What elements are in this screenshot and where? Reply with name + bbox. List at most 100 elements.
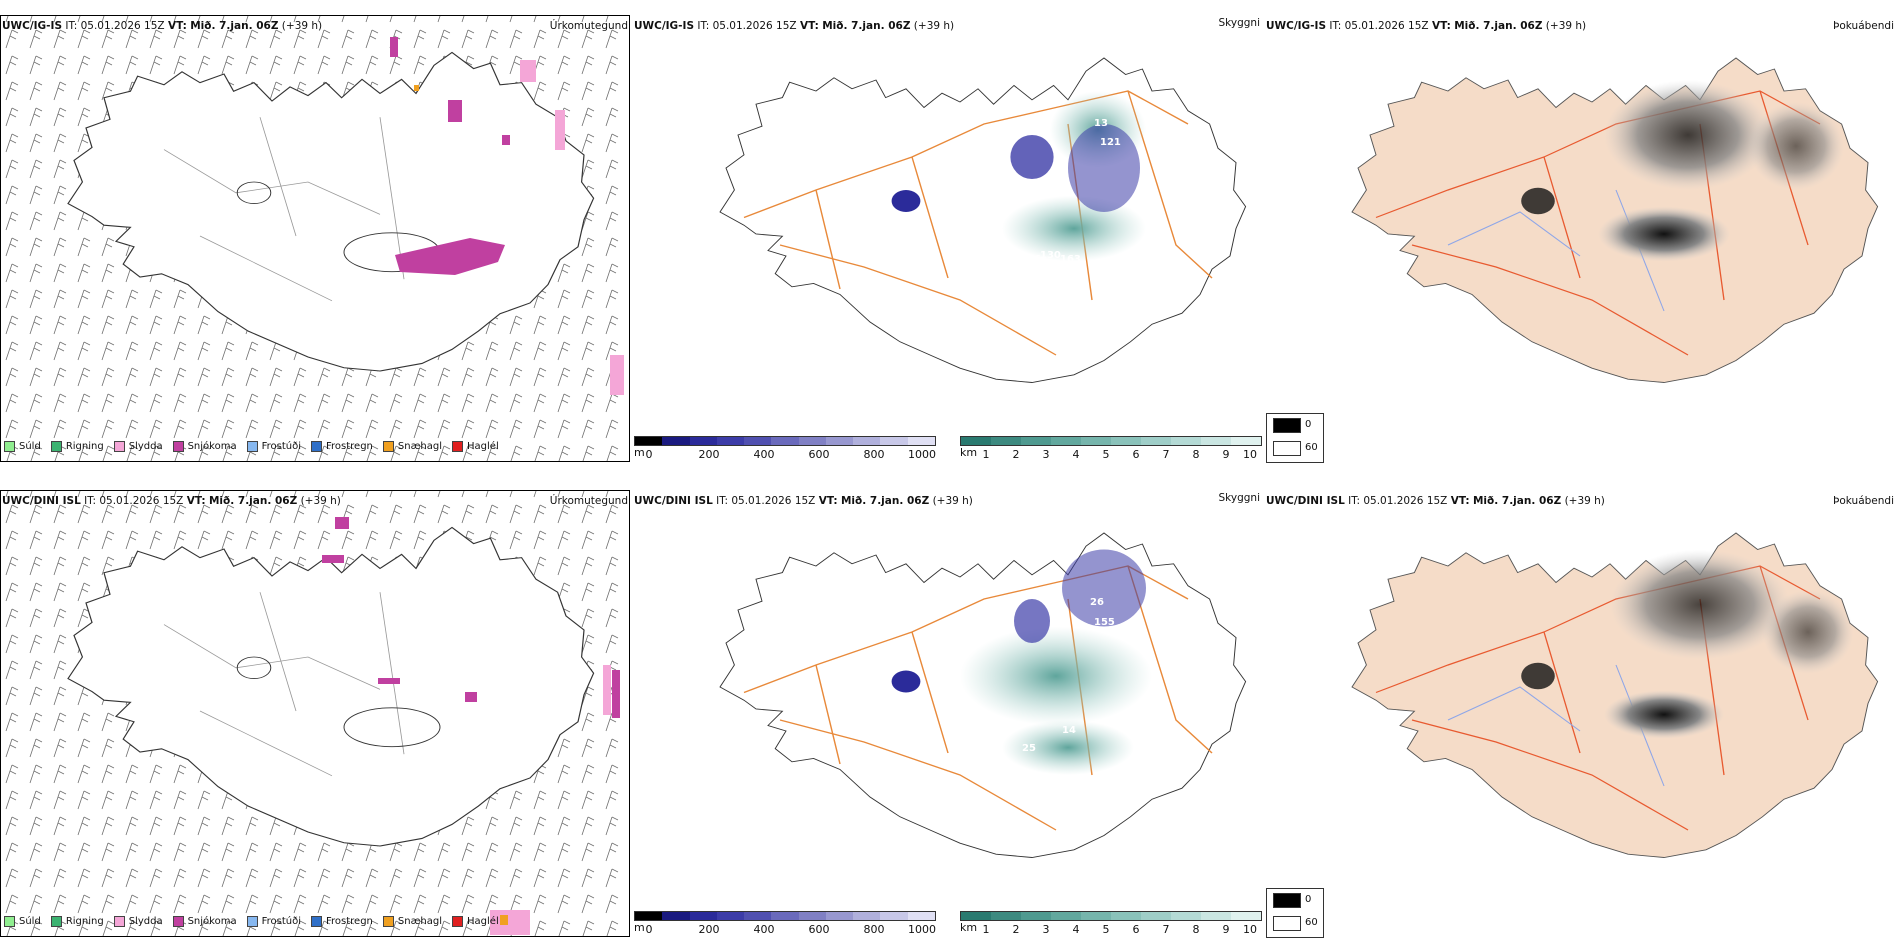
fog-area	[1598, 206, 1730, 262]
legend-label: Haglél	[467, 916, 499, 927]
ceiling-colorbar: 0 200 400 600 800 1000 m	[634, 911, 936, 941]
init-time: IT: 05.01.2026 15Z	[1348, 495, 1448, 507]
visibility-panel: 87 156 130 163 13 121 102 16 36 41 UWC/I…	[632, 0, 1264, 475]
glacier-outline	[236, 656, 272, 680]
visibility-area	[1002, 720, 1134, 775]
legend-swatch	[311, 441, 322, 452]
legend-item: Frostregn	[311, 441, 373, 452]
tick-label: 7	[1162, 448, 1170, 461]
fog-legend: 0 60	[1266, 413, 1324, 463]
fog-area	[1610, 549, 1790, 660]
legend-swatch	[172, 916, 184, 927]
graupel-area	[414, 85, 419, 91]
legend-label: Frostúði	[261, 441, 301, 452]
precip-type-map	[1, 16, 629, 461]
legend-label: Rigning	[65, 916, 104, 927]
panel-header: UWC/IG-IS IT: 05.01.2026 15Z VT: Mið. 7.…	[634, 20, 954, 32]
sleet-areas	[490, 665, 611, 935]
tick-label: 9	[1222, 448, 1230, 461]
valid-label: VT:	[167, 20, 187, 32]
legend-swatch	[172, 441, 184, 452]
fog-legend-label: 60	[1305, 917, 1318, 928]
land-fill	[1351, 532, 1879, 859]
panel-header: UWC/IG-IS IT: 05.01.2026 15Z VT: Mið. 7.…	[1266, 20, 1586, 32]
model-name: UWC/DINI ISL	[1266, 495, 1345, 507]
model-name: UWC/DINI ISL	[634, 495, 713, 507]
legend-swatch	[50, 916, 62, 927]
valid-time: Mið. 7.jan. 06Z	[1472, 495, 1562, 507]
fog-legend-label: 60	[1305, 442, 1318, 453]
panel-header: UWC/DINI ISL IT: 05.01.2026 15Z VT: Mið.…	[2, 495, 341, 507]
map-frame	[0, 490, 630, 937]
legend-swatch	[246, 916, 258, 927]
panel-title: Þokuábendi	[1833, 20, 1894, 32]
precip-legend: Súld Rigning Slydda Snjókoma Frostúði Fr…	[4, 441, 499, 452]
map-frame	[0, 15, 630, 462]
valid-label: VT:	[1450, 495, 1470, 507]
coastline	[719, 57, 1247, 384]
tick-label: 1	[982, 923, 990, 936]
model-name: UWC/IG-IS	[1266, 20, 1327, 32]
ceiling-label: 121	[1100, 137, 1121, 148]
legend-item: Frostúði	[246, 916, 301, 927]
visibility-colorbar-labels: 1 2 3 4 5 6 7 8 9 10	[960, 448, 1262, 462]
fog-area	[1762, 590, 1854, 674]
legend-swatch	[246, 441, 258, 452]
lead-time: (+39 h)	[1564, 495, 1605, 507]
tick-label: 800	[863, 448, 885, 461]
ceiling-label: 25	[1022, 743, 1036, 754]
tick-label: 6	[1132, 923, 1140, 936]
legend-item: Snjókoma	[172, 441, 237, 452]
tick-label: 9	[1222, 923, 1230, 936]
tick-label: 800	[863, 923, 885, 936]
lead-time: (+39 h)	[913, 20, 955, 32]
legend-item: Súld	[4, 916, 41, 927]
fog-legend-swatch	[1273, 441, 1301, 456]
visibility-panel: 88 25 26 155 41 117 25 14 UWC/DINI ISL I…	[632, 475, 1264, 950]
ceiling-label: 155	[1094, 617, 1115, 628]
lead-time: (+39 h)	[1545, 20, 1587, 32]
ceiling-label: 41	[1050, 610, 1064, 621]
ceiling-label: 26	[1090, 597, 1104, 608]
tick-label: 200	[698, 923, 720, 936]
tick-label: 1000	[908, 448, 936, 461]
fog-area	[1604, 690, 1724, 739]
legend-swatch	[452, 441, 464, 452]
tick-label: 6	[1132, 448, 1140, 461]
legend-label: Súld	[19, 916, 41, 927]
visibility-map: 88 25 26 155 41 117 25 14	[719, 532, 1247, 859]
legend-swatch	[4, 916, 15, 927]
ceiling-label: 117	[1126, 632, 1147, 643]
visibility-map: 87 156 130 163 13 121 102 16 36 41	[719, 57, 1247, 384]
fog-legend-swatch	[1273, 893, 1301, 908]
unit-label: m	[634, 921, 645, 934]
ceiling-colorbar: 0 200 400 600 800 1000 m	[634, 436, 936, 466]
panel-header: UWC/DINI ISL IT: 05.01.2026 15Z VT: Mið.…	[1266, 495, 1605, 507]
legend-swatch	[50, 441, 62, 452]
precip-legend: Súld Rigning Slydda Snjókoma Frostúði Fr…	[4, 916, 499, 927]
legend-swatch	[113, 916, 125, 927]
legend-item: Snjókoma	[172, 916, 237, 927]
legend-label: Slydda	[128, 441, 163, 452]
ceiling-area	[891, 670, 921, 693]
legend-item: Rigning	[50, 441, 104, 452]
valid-time: Mið. 7.jan. 06Z	[208, 495, 298, 507]
model-name: UWC/DINI ISL	[2, 495, 81, 507]
ceiling-label: 14	[1062, 725, 1076, 736]
tick-label: 3	[1042, 448, 1050, 461]
tick-label: 1	[982, 448, 990, 461]
tick-label: 0	[645, 448, 653, 461]
fog-legend-swatch	[1273, 916, 1301, 931]
ceiling-area	[1010, 135, 1054, 179]
ceiling-colorbar-labels: 0 200 400 600 800 1000	[634, 448, 937, 462]
panel-title: Þokuábendi	[1833, 495, 1894, 507]
init-time: IT: 05.01.2026 15Z	[716, 495, 816, 507]
fog-legend-label: 0	[1305, 419, 1312, 430]
unit-label: km	[960, 446, 978, 459]
glacier-outline	[236, 181, 272, 205]
precip-type-panel: UWC/IG-IS IT: 05.01.2026 15Z VT: Mið. 7.…	[0, 0, 632, 475]
fog-area	[1748, 102, 1844, 190]
ceiling-colorbar-strip	[634, 436, 936, 446]
ceiling-label: 102	[1144, 134, 1165, 145]
panel-title: Skyggni	[1218, 17, 1261, 29]
